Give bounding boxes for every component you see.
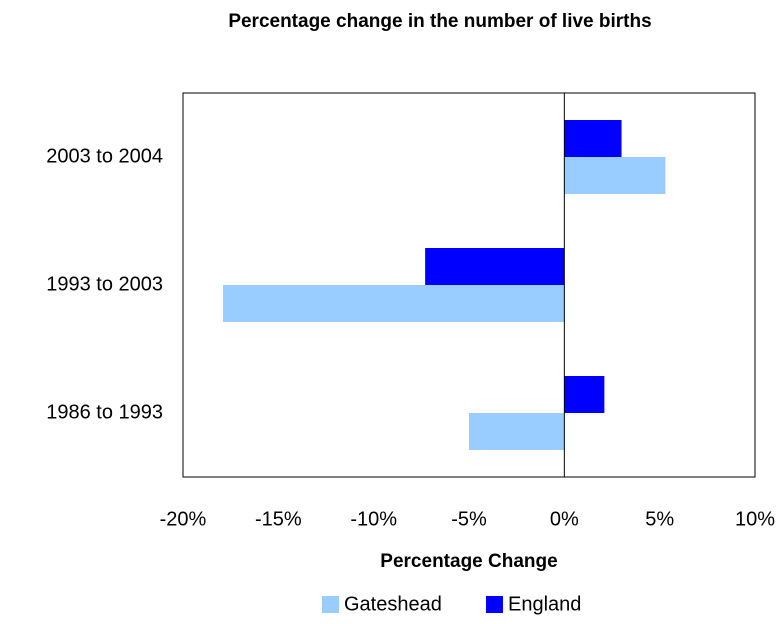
bar xyxy=(564,157,666,194)
y-tick-label: 1993 to 2003 xyxy=(46,273,163,295)
legend-label: England xyxy=(508,593,581,615)
chart-title: Percentage change in the number of live … xyxy=(228,11,651,32)
x-tick-label: -5% xyxy=(451,508,487,530)
bar xyxy=(425,248,565,285)
y-tick-label: 1986 to 1993 xyxy=(46,401,163,423)
bar xyxy=(564,120,622,157)
legend-label: Gateshead xyxy=(344,593,442,615)
bar xyxy=(564,376,605,413)
x-tick-label: -20% xyxy=(160,508,207,530)
x-tick-label: -15% xyxy=(255,508,302,530)
plot-area xyxy=(182,92,756,478)
x-tick-label: 5% xyxy=(645,508,674,530)
x-tick-label: -10% xyxy=(350,508,397,530)
x-axis-title: Percentage Change xyxy=(380,551,557,572)
legend-swatch xyxy=(486,596,503,613)
y-tick-label: 2003 to 2004 xyxy=(46,145,163,167)
x-tick-label: 0% xyxy=(550,508,579,530)
bar xyxy=(223,285,565,322)
bar xyxy=(469,413,565,450)
legend-swatch xyxy=(322,596,339,613)
x-tick-label: 10% xyxy=(735,508,775,530)
